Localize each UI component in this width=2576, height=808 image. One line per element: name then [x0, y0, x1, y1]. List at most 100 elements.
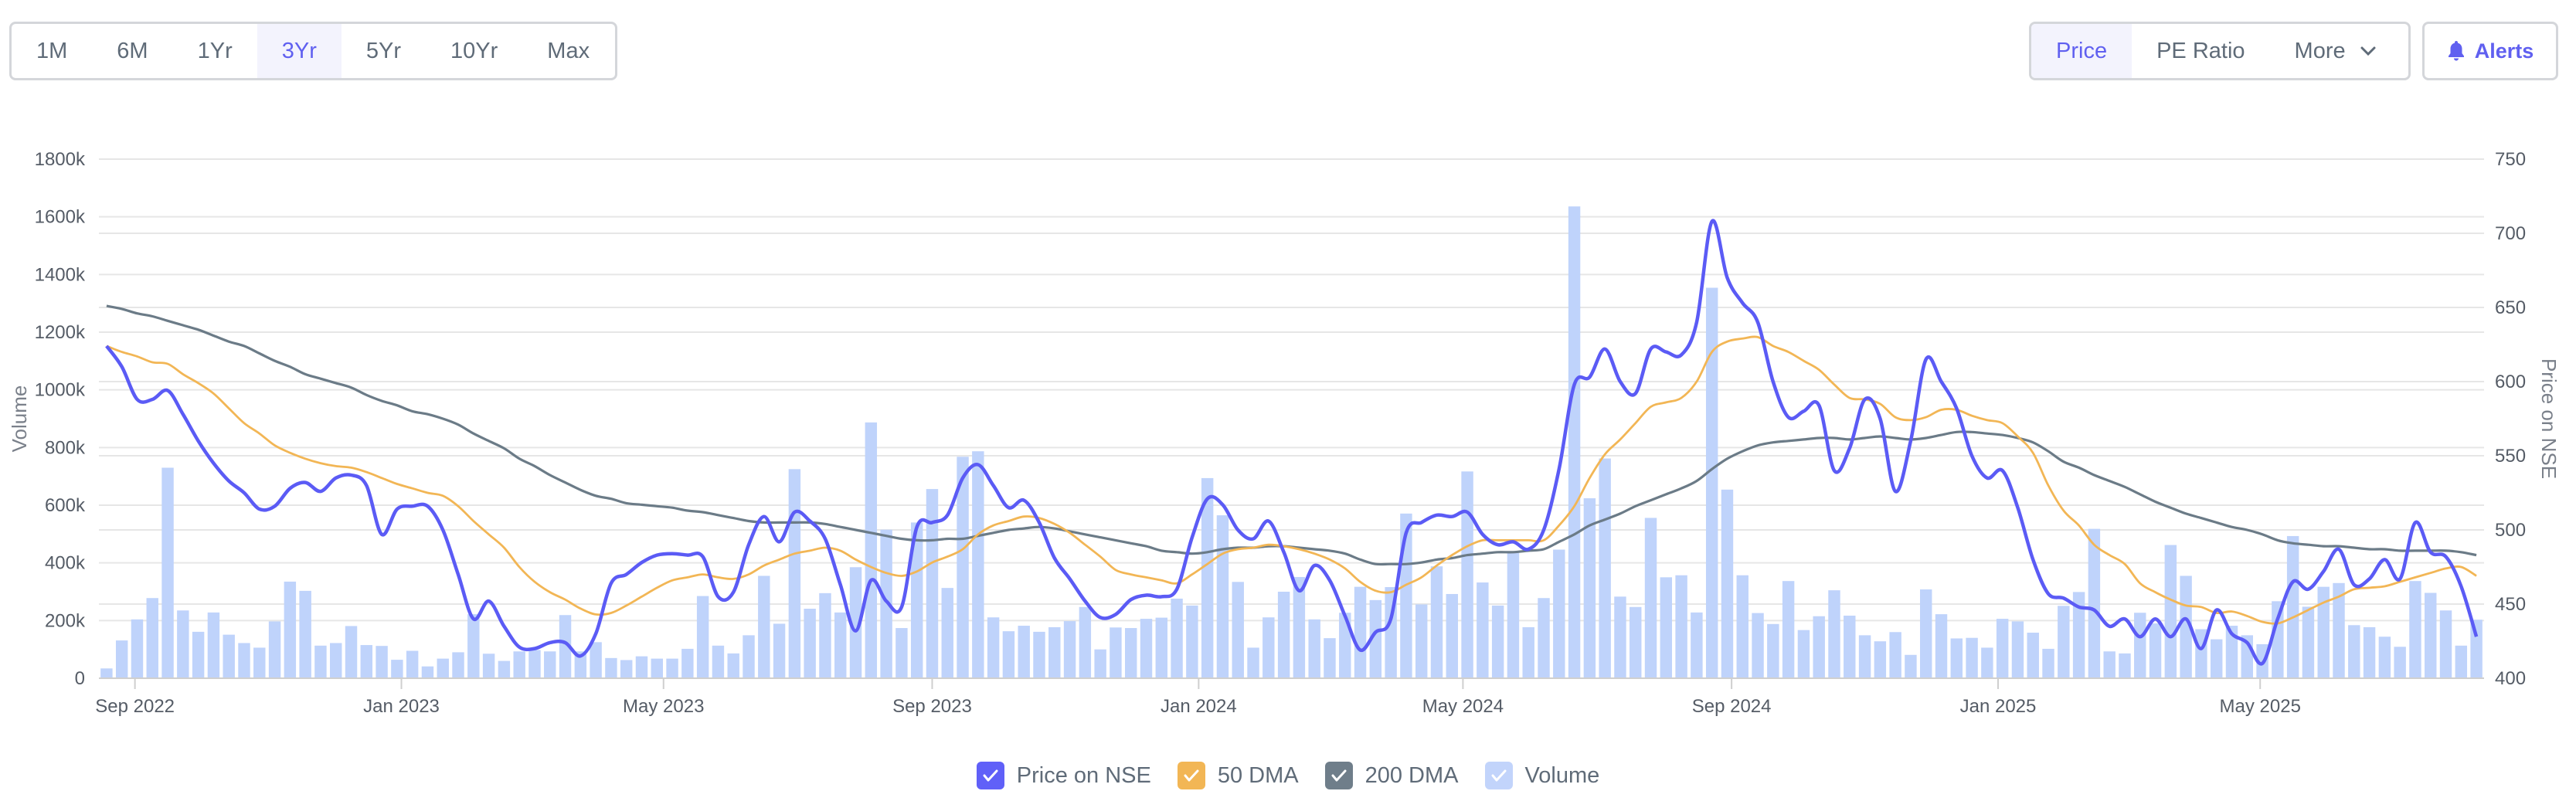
dma50-line	[106, 335, 2477, 625]
checkbox-checked-icon[interactable]	[1177, 762, 1205, 789]
volume-bar	[681, 648, 694, 678]
volume-bar	[957, 457, 969, 678]
volume-bar	[2072, 592, 2085, 678]
chart-view-selector: Price PE Ratio More	[2029, 22, 2411, 80]
y-right-tick-label: 500	[2495, 520, 2526, 541]
volume-bar	[1736, 575, 1748, 678]
volume-bar	[941, 588, 953, 678]
volume-bar	[605, 657, 617, 678]
view-tab-label: More	[2294, 38, 2346, 63]
volume-bar	[2333, 582, 2345, 678]
volume-bar	[1216, 515, 1229, 678]
range-tab-10yr[interactable]: 10Yr	[450, 38, 498, 63]
volume-bar	[1293, 576, 1306, 678]
legend-item-price[interactable]: Price on NSE	[976, 762, 1151, 789]
volume-bar	[1277, 592, 1290, 678]
volume-bar	[635, 656, 648, 678]
volume-bar	[1263, 617, 1275, 678]
volume-bar	[880, 529, 892, 678]
y-axis-left-title: Volume	[8, 385, 31, 453]
volume-bar	[2378, 637, 2391, 678]
volume-bar	[1752, 613, 1764, 678]
volume-bar	[1232, 582, 1244, 678]
volume-bar	[1844, 615, 1856, 678]
y-left-tick-label: 1200k	[35, 322, 86, 343]
volume-bar	[2149, 623, 2162, 678]
volume-bar	[1583, 498, 1596, 678]
volume-bar	[1201, 477, 1214, 678]
y-right-tick-label: 650	[2495, 297, 2526, 318]
volume-bar	[1797, 630, 1810, 678]
y-right-tick-label: 400	[2495, 668, 2526, 689]
range-tab-max[interactable]: Max	[547, 38, 590, 63]
y-left-tick-label: 1600k	[35, 207, 86, 228]
volume-bar	[2272, 601, 2284, 678]
view-tab-label: PE Ratio	[2156, 38, 2245, 63]
volume-bar	[788, 469, 801, 678]
time-range-selector: 1M 6M 1Yr 3Yr 5Yr 10Yr Max	[9, 22, 617, 80]
volume-bar	[1920, 589, 1932, 678]
view-tab-price[interactable]: Price	[2031, 24, 2133, 78]
volume-bar	[727, 653, 739, 678]
volume-bar	[2164, 545, 2177, 678]
view-tab-pe-ratio[interactable]: PE Ratio	[2132, 24, 2269, 78]
volume-bar	[910, 522, 923, 678]
range-tab-3yr[interactable]: 3Yr	[257, 24, 342, 78]
volume-bar	[528, 650, 541, 678]
volume-bar	[1874, 641, 1887, 678]
checkbox-checked-icon[interactable]	[1324, 762, 1353, 789]
volume-bar	[161, 467, 174, 678]
legend-item-dma200[interactable]: 200 DMA	[1324, 762, 1459, 789]
volume-bar	[2348, 625, 2360, 678]
volume-bar	[743, 635, 755, 678]
volume-bar	[284, 581, 297, 678]
volume-bar	[1644, 518, 1657, 678]
y-left-tick-label: 400k	[45, 553, 86, 574]
volume-bar	[620, 660, 633, 678]
volume-bar	[1430, 566, 1443, 678]
legend-label: 50 DMA	[1217, 762, 1299, 788]
volume-bar	[590, 642, 602, 678]
checkbox-checked-icon[interactable]	[1484, 762, 1513, 789]
legend-label: Price on NSE	[1016, 762, 1151, 788]
volume-bar	[223, 634, 235, 678]
volume-bar	[1935, 614, 1948, 678]
legend-item-dma50[interactable]: 50 DMA	[1177, 762, 1299, 789]
range-tab-1yr[interactable]: 1Yr	[197, 38, 233, 63]
volume-bar	[360, 645, 373, 678]
volume-bar	[1324, 638, 1336, 678]
volume-bar	[712, 645, 725, 678]
x-tick-label: May 2024	[1422, 696, 1504, 717]
volume-bar	[1140, 619, 1153, 678]
checkbox-checked-icon[interactable]	[976, 762, 1004, 789]
y-left-tick-label: 600k	[45, 495, 86, 516]
legend-item-volume[interactable]: Volume	[1484, 762, 1600, 789]
volume-bar	[1155, 617, 1168, 678]
volume-bar	[2470, 620, 2483, 678]
range-tab-5yr[interactable]: 5Yr	[365, 38, 402, 63]
range-tab-6m[interactable]: 6M	[117, 38, 148, 63]
volume-bar	[1522, 626, 1534, 678]
alerts-button[interactable]: Alerts	[2422, 22, 2558, 80]
volume-bar	[253, 647, 266, 678]
volume-bar	[773, 623, 786, 678]
view-tab-more[interactable]: More	[2270, 24, 2401, 78]
volume-bar	[268, 621, 281, 678]
volume-bar	[2088, 528, 2101, 678]
x-tick-label: Jan 2024	[1161, 696, 1237, 717]
volume-bar	[1996, 619, 2009, 678]
volume-bar	[192, 631, 205, 678]
volume-bar	[345, 626, 358, 678]
volume-bar	[452, 652, 464, 678]
chart-legend: Price on NSE 50 DMA 200 DMA Volume	[0, 762, 2576, 789]
volume-bar	[804, 609, 816, 678]
legend-label: Volume	[1524, 762, 1600, 788]
range-tab-1m[interactable]: 1M	[36, 38, 68, 63]
volume-bar	[1630, 606, 1642, 678]
volume-bar	[1599, 458, 1611, 678]
volume-bar	[926, 489, 939, 678]
volume-bar	[1415, 604, 1428, 678]
volume-bar	[1905, 654, 1917, 678]
volume-bar	[1782, 581, 1795, 678]
